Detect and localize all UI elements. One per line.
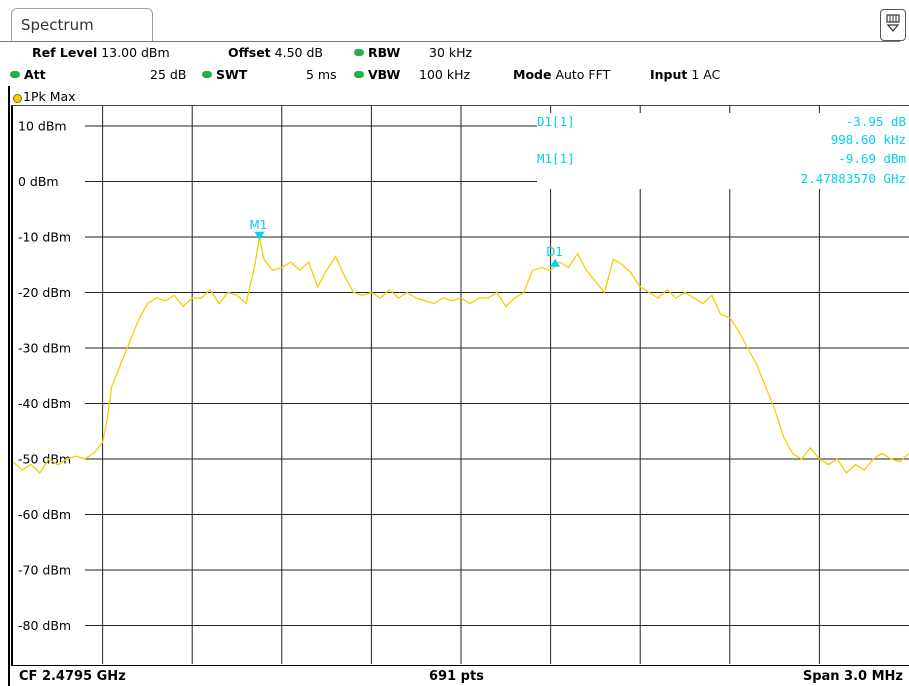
marker-d1-label: D1 [546, 245, 563, 259]
y-tick-label: 0 dBm [18, 174, 59, 189]
y-tick-label: -10 dBm [18, 230, 71, 245]
markers: M1 D1 [249, 218, 563, 267]
d1-label: D1[1] [537, 114, 575, 129]
sweep-points: 691 pts [429, 669, 484, 684]
y-tick-label: -50 dBm [18, 452, 71, 467]
m1-value-freq: 2.47883570 GHz [801, 171, 906, 186]
y-tick-label: -80 dBm [18, 618, 71, 633]
d1-value-level: -3.95 dB [846, 114, 906, 129]
center-frequency: CF 2.4795 GHz [19, 669, 126, 684]
span: Span 3.0 MHz [803, 669, 903, 684]
y-tick-label: -70 dBm [18, 563, 71, 578]
grid [85, 106, 909, 664]
y-tick-label: -20 dBm [18, 285, 71, 300]
marker-m1-label: M1 [249, 218, 267, 232]
status-footer: CF 2.4795 GHz 691 pts Span 3.0 MHz [11, 665, 909, 686]
y-tick-label: -60 dBm [18, 507, 71, 522]
d1-value-freq: 998.60 kHz [831, 132, 906, 147]
y-tick-label: 10 dBm [18, 119, 67, 134]
m1-value-level: -9.69 dBm [838, 151, 906, 166]
marker-m1-icon[interactable] [254, 232, 264, 240]
y-tick-label: -30 dBm [18, 341, 71, 356]
marker-readout: D1[1] -3.95 dB 998.60 kHz M1[1] -9.69 dB… [537, 113, 909, 189]
y-tick-label: -40 dBm [18, 396, 71, 411]
y-axis-ticks: 10 dBm 0 dBm -10 dBm -20 dBm -30 dBm -40 dBm -… [18, 119, 71, 634]
m1-label: M1[1] [537, 151, 575, 166]
